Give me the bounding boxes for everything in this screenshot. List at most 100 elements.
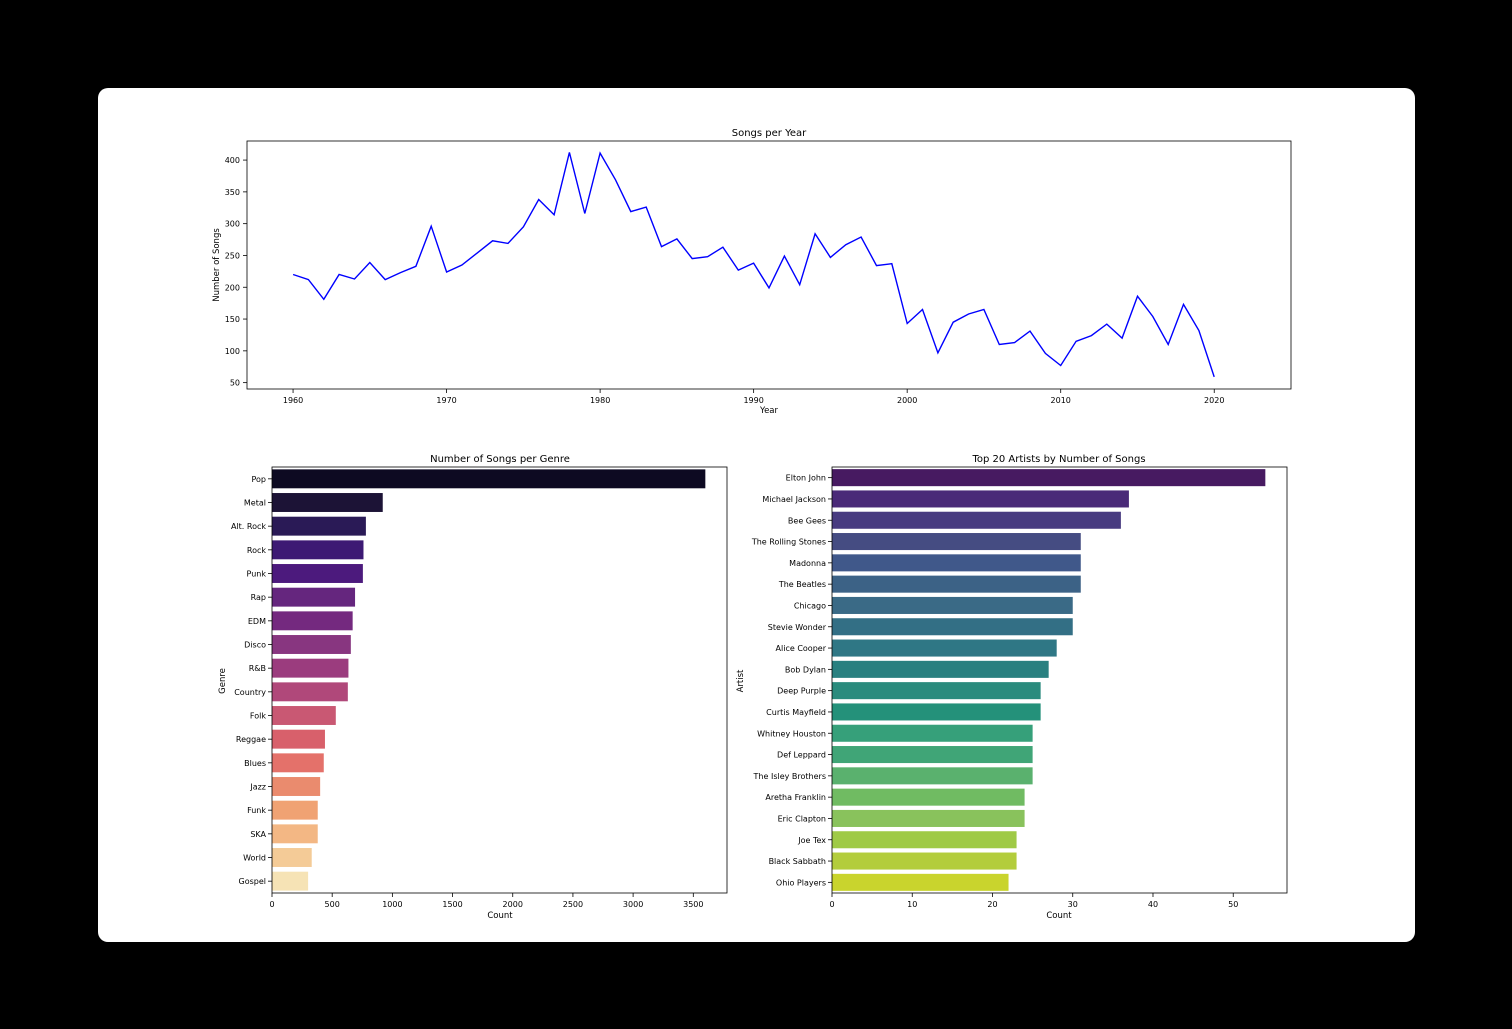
category-label: Country bbox=[234, 688, 266, 697]
bar bbox=[832, 852, 1017, 870]
plot-frame bbox=[831, 466, 1288, 894]
x-tick-label: 1500 bbox=[442, 900, 462, 909]
figure: Songs per Year Year Number of Songs 1960… bbox=[212, 128, 1292, 921]
bar bbox=[832, 511, 1121, 529]
bar bbox=[832, 533, 1081, 551]
songs-per-year-line bbox=[292, 151, 1215, 378]
figure-canvas: Songs per Year Year Number of Songs 1960… bbox=[98, 88, 1415, 942]
bar bbox=[832, 724, 1033, 742]
artist-chart-ylabel: Artist bbox=[736, 669, 746, 692]
y-tick-label: 50 bbox=[230, 379, 240, 388]
y-tick-label: 150 bbox=[225, 315, 240, 324]
artist-chart-xlabel: Count bbox=[1046, 911, 1072, 921]
category-label: Rock bbox=[247, 546, 266, 555]
bar bbox=[832, 809, 1025, 827]
bar bbox=[272, 824, 318, 844]
bar bbox=[832, 554, 1081, 572]
x-tick-label: 1960 bbox=[283, 396, 303, 405]
songs-per-year-xlabel: Year bbox=[759, 406, 779, 416]
genre-bar-chart: Number of Songs per Genre Count Genre Po… bbox=[218, 454, 728, 921]
bar bbox=[832, 831, 1017, 849]
category-label: Joe Tex bbox=[797, 836, 826, 845]
x-tick-label: 1000 bbox=[382, 900, 402, 909]
category-label: The Isley Brothers bbox=[753, 772, 826, 781]
x-tick-label: 0 bbox=[829, 900, 834, 909]
category-label: Alice Cooper bbox=[776, 644, 827, 653]
category-label: Def Leppard bbox=[777, 751, 826, 760]
bar bbox=[272, 658, 349, 678]
category-label: The Rolling Stones bbox=[751, 538, 826, 547]
category-label: Stevie Wonder bbox=[768, 623, 827, 632]
x-tick-label: 2500 bbox=[563, 900, 583, 909]
category-label: Bob Dylan bbox=[785, 665, 826, 674]
plot-frame bbox=[271, 466, 728, 894]
category-label: World bbox=[243, 854, 266, 863]
bar bbox=[272, 706, 336, 725]
category-label: Black Sabbath bbox=[769, 857, 826, 866]
genre-chart-xlabel: Count bbox=[487, 911, 513, 921]
x-tick-label: 50 bbox=[1228, 900, 1238, 909]
category-label: Pop bbox=[251, 475, 266, 484]
category-label: R&B bbox=[249, 664, 266, 673]
y-tick-label: 400 bbox=[225, 156, 240, 165]
category-label: Ohio Players bbox=[776, 878, 826, 887]
bar bbox=[272, 516, 366, 536]
artist-chart-title: Top 20 Artists by Number of Songs bbox=[971, 454, 1145, 465]
category-label: Michael Jackson bbox=[762, 495, 826, 504]
bar bbox=[832, 703, 1041, 721]
bar bbox=[272, 587, 356, 607]
bar bbox=[832, 788, 1025, 806]
bar bbox=[272, 611, 353, 631]
bar bbox=[272, 469, 706, 489]
bar bbox=[272, 564, 363, 583]
plot-frame bbox=[246, 140, 1292, 390]
genre-chart-ylabel: Genre bbox=[218, 668, 228, 694]
bar bbox=[272, 540, 364, 560]
x-tick-label: 2020 bbox=[1204, 396, 1224, 405]
bar bbox=[832, 682, 1041, 700]
category-label: Jazz bbox=[249, 783, 266, 792]
y-tick-label: 200 bbox=[225, 283, 240, 292]
x-tick-label: 20 bbox=[987, 900, 997, 909]
bar bbox=[832, 639, 1057, 657]
category-label: The Beatles bbox=[778, 580, 826, 589]
category-label: Folk bbox=[250, 712, 266, 721]
bar bbox=[832, 660, 1049, 678]
songs-per-year-ylabel: Number of Songs bbox=[212, 228, 222, 302]
category-label: SKA bbox=[250, 830, 266, 839]
category-label: Punk bbox=[247, 570, 267, 579]
artist-bar-chart: Top 20 Artists by Number of Songs Count … bbox=[736, 454, 1288, 921]
bar bbox=[272, 753, 324, 773]
y-tick-label: 100 bbox=[225, 347, 240, 356]
x-tick-label: 30 bbox=[1068, 900, 1078, 909]
category-label: Rap bbox=[251, 593, 266, 602]
bar bbox=[832, 746, 1033, 764]
category-label: Alt. Rock bbox=[231, 522, 266, 531]
bar bbox=[272, 848, 312, 867]
category-label: Reggae bbox=[236, 735, 266, 744]
bar bbox=[832, 490, 1129, 508]
x-tick-label: 2000 bbox=[897, 396, 917, 405]
y-tick-label: 250 bbox=[225, 251, 240, 260]
x-tick-label: 40 bbox=[1148, 900, 1158, 909]
y-tick-label: 300 bbox=[225, 220, 240, 229]
x-tick-label: 0 bbox=[269, 900, 274, 909]
category-label: Bee Gees bbox=[788, 516, 826, 525]
bar bbox=[832, 618, 1073, 636]
category-label: Whitney Houston bbox=[757, 729, 826, 738]
bar bbox=[832, 575, 1081, 593]
genre-chart-title: Number of Songs per Genre bbox=[430, 454, 570, 465]
bar bbox=[272, 871, 309, 891]
x-tick-label: 3500 bbox=[683, 900, 703, 909]
category-label: Curtis Mayfield bbox=[766, 708, 826, 717]
songs-per-year-chart: Songs per Year Year Number of Songs 1960… bbox=[212, 128, 1292, 416]
bar bbox=[832, 873, 1009, 891]
category-label: Metal bbox=[244, 499, 266, 508]
bar bbox=[272, 682, 348, 702]
category-label: Blues bbox=[244, 759, 266, 768]
x-tick-label: 2000 bbox=[503, 900, 523, 909]
bar bbox=[272, 777, 321, 796]
category-label: Chicago bbox=[794, 601, 826, 610]
x-tick-label: 500 bbox=[325, 900, 340, 909]
category-label: EDM bbox=[248, 617, 266, 626]
